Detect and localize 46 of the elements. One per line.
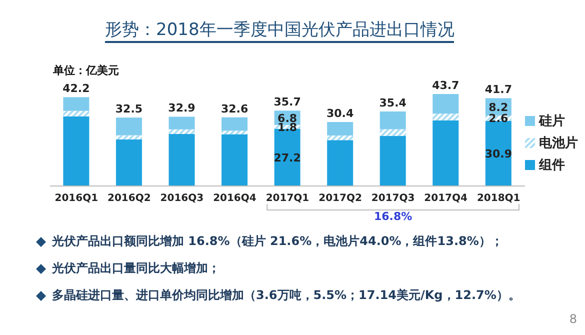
chart-title: 形势：2018年一季度中国光伏产品进出口情况 (105, 18, 454, 43)
bar (222, 117, 248, 131)
total-label: 32.9 (168, 102, 196, 115)
text: 16.8% (374, 210, 412, 223)
text: 8 (569, 312, 577, 326)
text: 光伏产品出口额同比增加 16.8%（硅片 21.6%，电池片44.0%，组件13.8%）； (52, 233, 503, 250)
bar (380, 136, 406, 186)
bar (327, 122, 354, 136)
bar (222, 134, 248, 186)
x-tick-label: 2017Q3 (371, 193, 415, 204)
bar (380, 111, 406, 130)
x-tick-label: 2016Q2 (108, 193, 151, 204)
x-tick-label: 2016Q3 (160, 193, 204, 204)
total-label: 30.4 (326, 107, 354, 120)
x-tick-label: 2018Q1 (476, 193, 520, 204)
text: 多晶硅进口量、进口单价均同比增加（3.6万吨，5.5%；17.14美元/Kg，12.7%）。 (52, 287, 520, 304)
legend-label: 硅片 (539, 113, 565, 130)
total-label: 32.6 (220, 102, 248, 116)
total-label: 41.7 (484, 83, 512, 96)
data-label: 27.2 (274, 151, 301, 164)
legend-label: 电池片 (539, 135, 578, 152)
text: 光伏产品出口量同比大幅增加； (52, 260, 220, 277)
data-label: 8.2 (488, 100, 508, 114)
bar (432, 94, 459, 114)
total-label: 42.2 (62, 82, 90, 96)
data-label: 30.9 (484, 147, 512, 160)
bar (116, 139, 142, 186)
bar (327, 140, 354, 186)
x-tick-label: 2017Q1 (266, 193, 310, 204)
bar (168, 116, 195, 130)
total-label: 35.7 (274, 96, 301, 109)
bar (485, 120, 512, 186)
x-tick-label: 2017Q2 (318, 193, 362, 204)
bar (116, 118, 142, 136)
total-label: 32.5 (115, 102, 143, 116)
bar (432, 120, 459, 186)
bar (168, 134, 195, 186)
text: 单位：亿美元 (53, 63, 119, 78)
x-tick-label: 2017Q4 (424, 193, 468, 204)
total-label: 35.4 (379, 96, 407, 110)
bar (63, 116, 90, 186)
bar (63, 97, 90, 111)
x-tick-label: 2016Q4 (213, 193, 256, 204)
total-label: 43.7 (432, 79, 460, 92)
x-tick-label: 2016Q1 (54, 193, 98, 204)
legend-label: 组件 (539, 157, 565, 174)
